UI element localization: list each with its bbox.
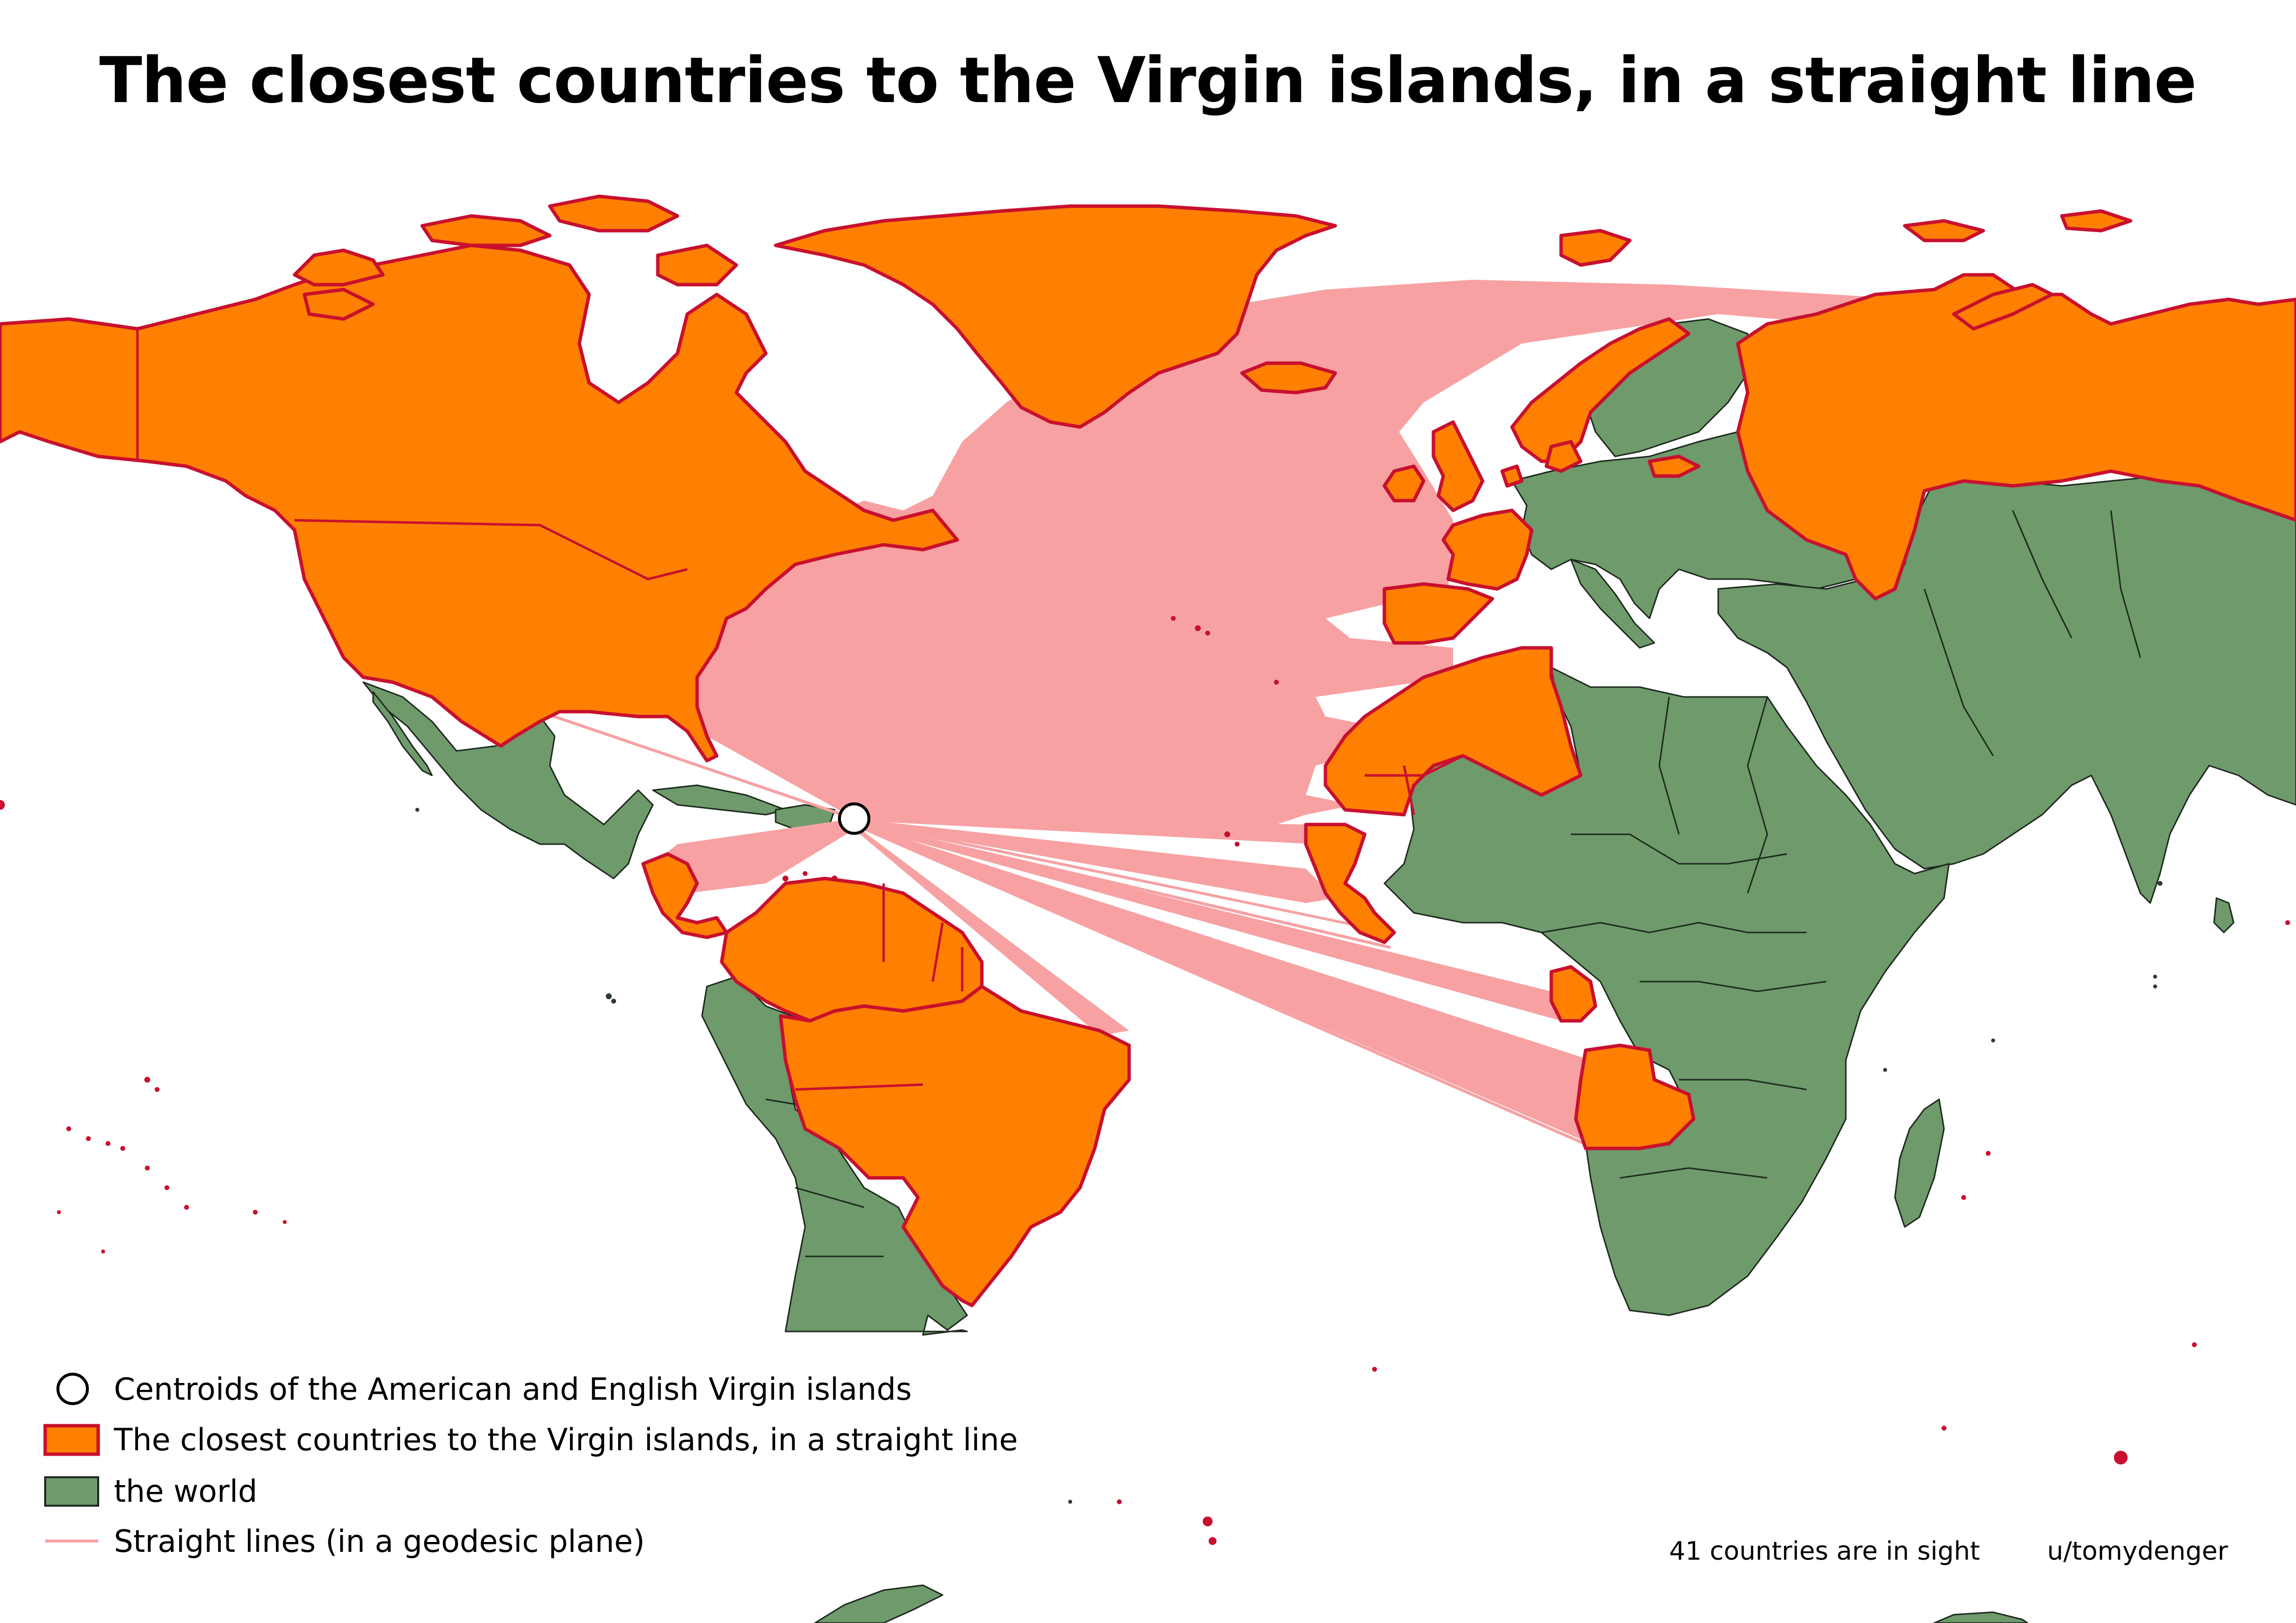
arctic-islands-1 [293, 248, 385, 287]
legend-circle-icon [56, 1373, 89, 1405]
map-title: The closest countries to the Virgin isla… [99, 44, 2196, 117]
baltics [1648, 454, 1701, 478]
highlighted-islets [0, 616, 2290, 1545]
legend-item-closest-countries: The closest countries to the Virgin isla… [43, 1422, 1018, 1458]
antarctica-peninsula [814, 1584, 944, 1623]
line-thin-4 [853, 823, 1597, 1150]
countries-count-note: 41 countries are in sight [1669, 1537, 1980, 1566]
baja-california [372, 691, 433, 776]
line-fan-africa-2 [854, 819, 1335, 903]
antarctica-east [1933, 1611, 2028, 1623]
russia [1736, 273, 2296, 601]
geodesic-lines [539, 280, 2008, 1150]
arctic-islands-4 [656, 243, 738, 287]
legend: Centroids of the American and English Vi… [43, 1371, 1018, 1559]
line-thin-1 [539, 710, 856, 820]
iberia [1382, 582, 1494, 645]
ireland [1382, 464, 1426, 503]
gabon [1549, 965, 1597, 1023]
world-islets [415, 808, 2162, 1504]
africa-main [1383, 666, 1950, 1316]
legend-orange-swatch-icon [43, 1424, 100, 1456]
legend-label-centroids: Centroids of the American and English Vi… [114, 1371, 912, 1407]
line-fan-brazil [854, 825, 1129, 1036]
united-kingdom [1432, 420, 1485, 512]
svalbard [1559, 229, 1632, 267]
highlighted-internal-borders [136, 329, 1464, 1091]
legend-green-swatch-icon [44, 1476, 99, 1507]
denmark-netherlands [1500, 440, 1583, 488]
line-fan-north [677, 280, 2008, 825]
legend-item-lines: Straight lines (in a geodesic plane) [45, 1523, 645, 1559]
legend-label-lines: Straight lines (in a geodesic plane) [114, 1523, 645, 1559]
northwest-africa [1324, 646, 1583, 817]
legend-item-world: the world [44, 1473, 257, 1509]
author-credit: u/tomydenger [2047, 1537, 2228, 1566]
north-america [0, 243, 959, 763]
line-fan-africa-1 [854, 819, 1355, 844]
sri-lanka [2213, 897, 2235, 933]
highlighted-layer [0, 194, 2296, 1545]
line-fan-west [653, 819, 854, 893]
brazil [779, 984, 1131, 1307]
virgin-islands-centroid-marker [838, 802, 870, 835]
legend-label-world: the world [114, 1473, 257, 1509]
central-america-hl [641, 852, 729, 939]
line-fan-africa-3 [854, 820, 1384, 932]
angola [1574, 1043, 1696, 1150]
arctic-islands-3 [548, 194, 679, 233]
line-thin-2 [853, 819, 1553, 1017]
madagascar [1894, 1098, 1945, 1228]
legend-item-centroids: Centroids of the American and English Vi… [56, 1371, 912, 1407]
arctic-islands-2 [420, 214, 552, 247]
greenland [774, 204, 1337, 429]
legend-label-closest-countries: The closest countries to the Virgin isla… [113, 1422, 1018, 1458]
line-thin-3 [853, 821, 1391, 949]
west-africa-coast [1304, 823, 1396, 944]
novaya-zemlya [1952, 283, 2054, 331]
line-fan-angola [854, 822, 1591, 1144]
russian-arctic-islands [1903, 209, 2133, 242]
france [1441, 508, 1534, 591]
arctic-islands-5 [302, 288, 375, 321]
italy [1570, 559, 1655, 649]
iceland [1240, 361, 1337, 395]
europe-mainland [1511, 431, 1857, 619]
